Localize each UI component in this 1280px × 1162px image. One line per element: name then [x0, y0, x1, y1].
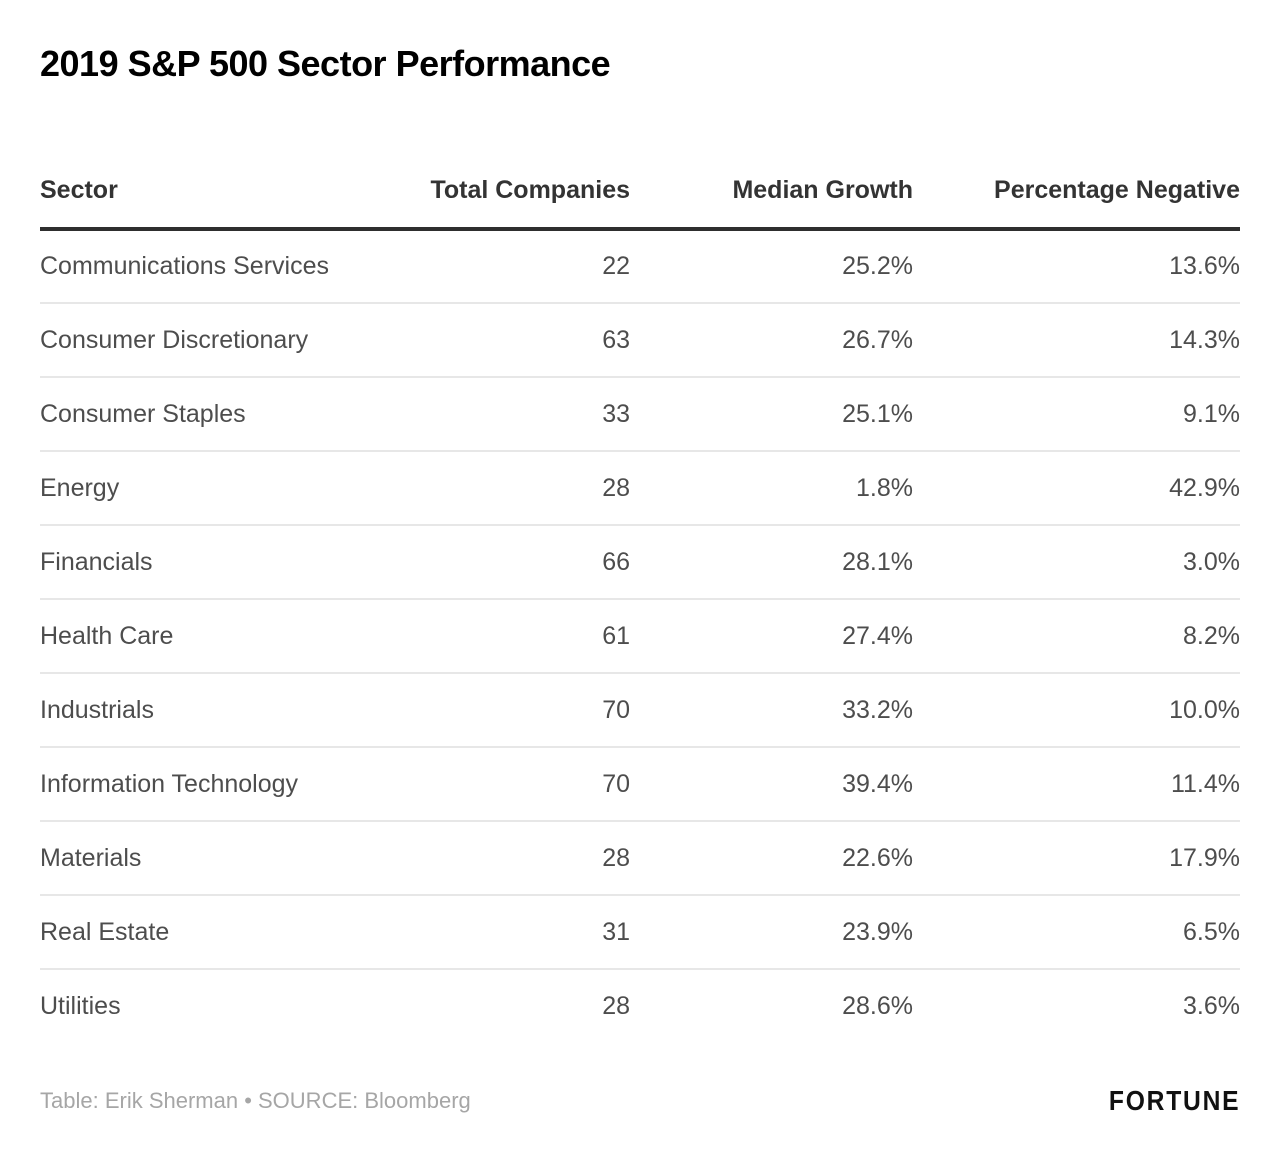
- median-growth-cell: 28.1%: [630, 525, 913, 600]
- column-header-sector: Sector: [40, 168, 400, 231]
- table-row: Communications Services 22 25.2% 13.6%: [40, 229, 1240, 304]
- table-body: Communications Services 22 25.2% 13.6% C…: [40, 229, 1240, 1043]
- total-companies-cell: 28: [400, 821, 630, 896]
- percentage-negative-cell: 10.0%: [913, 673, 1240, 748]
- percentage-negative-cell: 14.3%: [913, 303, 1240, 378]
- total-companies-cell: 70: [400, 673, 630, 748]
- percentage-negative-cell: 3.6%: [1183, 992, 1240, 1020]
- total-companies-cell: 63: [400, 303, 630, 378]
- sector-cell: Materials: [40, 821, 400, 896]
- table-row: Utilities 28 28.6% 3.6%: [40, 969, 1240, 1043]
- sector-performance-table: Sector Total Companies Median Growth Per…: [40, 168, 1240, 1043]
- sector-cell: Financials: [40, 525, 400, 600]
- table-row: Real Estate 31 23.9% 6.5%: [40, 895, 1240, 970]
- total-companies-cell: 28: [400, 451, 630, 526]
- table-row: Consumer Staples 33 25.1% 9.1%: [40, 377, 1240, 452]
- table-graphic: 2019 S&P 500 Sector Performance Sector T…: [40, 43, 1240, 1117]
- total-companies-cell: 28: [602, 992, 630, 1020]
- median-growth-cell: 27.4%: [630, 599, 913, 674]
- median-growth-cell: 25.2%: [630, 229, 913, 304]
- median-growth-cell: 22.6%: [630, 821, 913, 896]
- table-row: Consumer Discretionary 63 26.7% 14.3%: [40, 303, 1240, 378]
- column-header-median-growth: Median Growth: [630, 168, 913, 231]
- table-row: Health Care 61 27.4% 8.2%: [40, 599, 1240, 674]
- total-companies-cell: 61: [400, 599, 630, 674]
- footer: Table: Erik Sherman • SOURCE: Bloomberg …: [40, 1085, 1240, 1117]
- percentage-negative-cell: 8.2%: [913, 599, 1240, 674]
- sector-cell: Consumer Discretionary: [40, 303, 400, 378]
- table-row: Energy 28 1.8% 42.9%: [40, 451, 1240, 526]
- sector-cell: Utilities: [40, 992, 121, 1020]
- table-header-row: Sector Total Companies Median Growth Per…: [40, 168, 1240, 231]
- total-companies-cell: 70: [400, 747, 630, 822]
- total-companies-cell: 33: [400, 377, 630, 452]
- table-header: Sector Total Companies Median Growth Per…: [40, 168, 1240, 231]
- percentage-negative-cell: 6.5%: [913, 895, 1240, 970]
- median-growth-cell: 1.8%: [630, 451, 913, 526]
- page-title: 2019 S&P 500 Sector Performance: [40, 43, 611, 84]
- fortune-logo: FORTUNE: [1108, 1085, 1240, 1116]
- median-growth-cell: 25.1%: [630, 377, 913, 452]
- column-header-percentage-negative: Percentage Negative: [913, 168, 1240, 231]
- percentage-negative-cell: 3.0%: [913, 525, 1240, 600]
- table-row: Materials 28 22.6% 17.9%: [40, 821, 1240, 896]
- column-header-total-companies: Total Companies: [400, 168, 630, 231]
- median-growth-cell: 26.7%: [630, 303, 913, 378]
- median-growth-cell: 23.9%: [630, 895, 913, 970]
- credit-line: Table: Erik Sherman • SOURCE: Bloomberg: [40, 1088, 471, 1113]
- median-growth-cell: 28.6%: [842, 992, 913, 1020]
- percentage-negative-cell: 13.6%: [913, 229, 1240, 304]
- sector-cell: Energy: [40, 451, 400, 526]
- total-companies-cell: 22: [400, 229, 630, 304]
- table-row: Information Technology 70 39.4% 11.4%: [40, 747, 1240, 822]
- sector-cell: Real Estate: [40, 895, 400, 970]
- sector-cell: Industrials: [40, 673, 400, 748]
- percentage-negative-cell: 9.1%: [913, 377, 1240, 452]
- total-companies-cell: 31: [400, 895, 630, 970]
- sector-cell: Information Technology: [40, 747, 400, 822]
- percentage-negative-cell: 42.9%: [913, 451, 1240, 526]
- table-row: Industrials 70 33.2% 10.0%: [40, 673, 1240, 748]
- sector-cell: Health Care: [40, 599, 400, 674]
- median-growth-cell: 39.4%: [630, 747, 913, 822]
- table-row: Financials 66 28.1% 3.0%: [40, 525, 1240, 600]
- median-growth-cell: 33.2%: [630, 673, 913, 748]
- total-companies-cell: 66: [400, 525, 630, 600]
- percentage-negative-cell: 17.9%: [913, 821, 1240, 896]
- sector-cell: Consumer Staples: [40, 377, 400, 452]
- sector-cell: Communications Services: [40, 229, 400, 304]
- percentage-negative-cell: 11.4%: [913, 747, 1240, 822]
